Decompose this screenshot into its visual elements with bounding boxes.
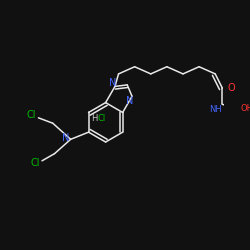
- Text: N: N: [108, 78, 116, 88]
- Text: NH: NH: [209, 105, 222, 114]
- Text: H: H: [91, 114, 97, 123]
- Text: Cl: Cl: [26, 110, 36, 120]
- Text: OH: OH: [241, 104, 250, 113]
- Text: Cl: Cl: [98, 114, 106, 123]
- Text: Cl: Cl: [30, 158, 40, 168]
- Text: N: N: [126, 96, 133, 106]
- Text: O: O: [228, 83, 235, 93]
- Text: N: N: [62, 132, 70, 142]
